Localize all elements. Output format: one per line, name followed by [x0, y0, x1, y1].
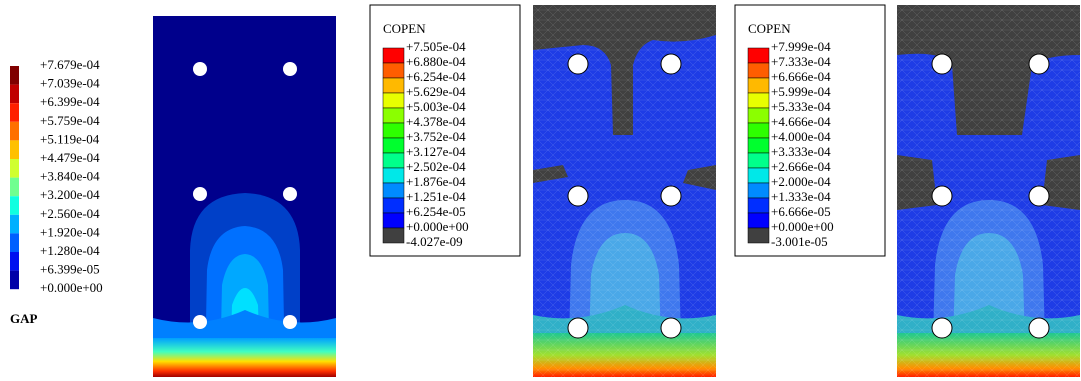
- contour-plot-copen-1: [533, 5, 716, 377]
- legend-swatch: [382, 152, 405, 169]
- contour-plot-gap: [153, 16, 336, 377]
- legend-label: +2.502e-04: [406, 159, 466, 174]
- legend-swatch: [382, 122, 405, 139]
- legend-swatch: [747, 62, 770, 79]
- legend-swatch: [747, 137, 770, 154]
- legend-label: +4.000e-04: [771, 129, 831, 144]
- legend-label: +1.876e-04: [406, 174, 466, 189]
- legend-label: +0.000e+00: [40, 280, 103, 295]
- legend-label: +5.629e-04: [406, 84, 466, 99]
- legend-swatch: [10, 177, 19, 197]
- legend-label: +5.003e-04: [406, 99, 466, 114]
- legend-swatch: [747, 212, 770, 229]
- legend-title: COPEN: [383, 21, 426, 36]
- legend-label: +5.759e-04: [40, 113, 100, 128]
- legend-label: +2.560e-04: [40, 206, 100, 221]
- legend-label: +1.920e-04: [40, 224, 100, 239]
- legend-swatch: [747, 47, 770, 64]
- legend-swatch: [10, 84, 19, 104]
- legend-swatch: [382, 137, 405, 154]
- legend-label: +6.399e-05: [40, 262, 100, 277]
- legend-swatch: [10, 252, 19, 271]
- legend-label: +3.127e-04: [406, 144, 466, 159]
- legend-swatch: [382, 92, 405, 109]
- legend-label: +4.666e-04: [771, 114, 831, 129]
- legend-title: GAP: [10, 311, 38, 326]
- legend-label: +2.000e-04: [771, 174, 831, 189]
- legend-label: +2.666e-04: [771, 159, 831, 174]
- legend-swatch: [10, 214, 19, 234]
- legend-swatch: [382, 197, 405, 214]
- legend-label: -4.027e-09: [406, 234, 463, 249]
- legend-swatch: [747, 92, 770, 109]
- legend-swatch: [382, 227, 405, 244]
- legend-label: +3.333e-04: [771, 144, 831, 159]
- legend-label: +4.479e-04: [40, 150, 100, 165]
- legend-label: +6.399e-04: [40, 94, 100, 109]
- legend-swatch: [382, 212, 405, 229]
- legend-swatch: [747, 167, 770, 184]
- legend-label: +7.039e-04: [40, 76, 100, 91]
- legend-swatch: [10, 121, 19, 141]
- legend-label: +1.280e-04: [40, 243, 100, 258]
- legend-label: +0.000e+00: [406, 219, 469, 234]
- legend-label: +1.251e-04: [406, 189, 466, 204]
- legend-label: +6.254e-05: [406, 204, 466, 219]
- legend-label: +6.666e-04: [771, 69, 831, 84]
- legend-swatch: [747, 197, 770, 214]
- legend-title: COPEN: [748, 21, 791, 36]
- legend-swatch: [10, 140, 19, 159]
- legend-swatch: [382, 182, 405, 199]
- legend-swatch: [382, 77, 405, 94]
- legend-swatch: [747, 182, 770, 199]
- legend-label: -3.001e-05: [771, 234, 828, 249]
- legend-label: +5.119e-04: [40, 131, 100, 146]
- legend-swatch: [382, 47, 405, 64]
- legend-label: +3.200e-04: [40, 187, 100, 202]
- legend-swatch: [747, 77, 770, 94]
- legend-label: +5.333e-04: [771, 99, 831, 114]
- legend-label: +4.378e-04: [406, 114, 466, 129]
- legend-swatch: [10, 270, 19, 290]
- legend-label: +7.679e-04: [40, 57, 100, 72]
- legend-label: +6.666e-05: [771, 204, 831, 219]
- legend-swatch: [382, 107, 405, 124]
- legend-swatch: [747, 107, 770, 124]
- legend-swatch: [10, 66, 19, 85]
- legend-swatch: [747, 227, 770, 244]
- legend-label: +6.880e-04: [406, 54, 466, 69]
- legend-swatch: [10, 233, 19, 252]
- legend-swatch: [747, 152, 770, 169]
- legend-label: +0.000e+00: [771, 219, 834, 234]
- legend-label: +7.505e-04: [406, 39, 466, 54]
- legend-label: +7.999e-04: [771, 39, 831, 54]
- legend-label: +5.999e-04: [771, 84, 831, 99]
- legend-label: +1.333e-04: [771, 189, 831, 204]
- legend-swatch: [747, 122, 770, 139]
- legend-swatch: [10, 196, 19, 215]
- legend-label: +6.254e-04: [406, 69, 466, 84]
- legend-swatch: [10, 103, 19, 122]
- legend-swatch: [382, 167, 405, 184]
- legend-swatch: [10, 159, 19, 178]
- legend-label: +3.840e-04: [40, 169, 100, 184]
- legend-label: +7.333e-04: [771, 54, 831, 69]
- legend-swatch: [382, 62, 405, 79]
- contour-plot-copen-2: [897, 5, 1080, 377]
- legend-label: +3.752e-04: [406, 129, 466, 144]
